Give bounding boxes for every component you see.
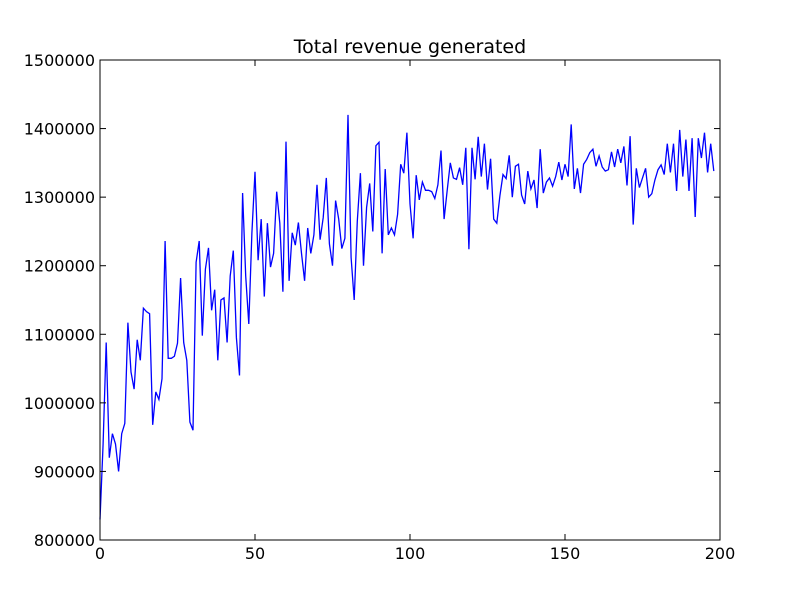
y-tick-label: 800000 [34, 531, 95, 550]
x-tick-label: 150 [550, 544, 581, 563]
y-tick-label: 900000 [34, 462, 95, 481]
series-line-0 [99, 114, 715, 520]
plot-area [99, 59, 721, 541]
chart-title: Total revenue generated [293, 36, 526, 58]
y-tick-label: 1300000 [24, 188, 95, 207]
x-tick-label: 200 [705, 544, 736, 563]
y-tick-label: 1500000 [24, 51, 95, 70]
y-tick-label: 1200000 [24, 257, 95, 276]
plot-background [100, 60, 720, 540]
x-tick-label: 50 [245, 544, 265, 563]
y-tick-label: 1000000 [24, 394, 95, 413]
y-tick-labels: 800000 900000 1000000 1100000 1200000 1300000… [24, 51, 95, 550]
y-tick-label: 1100000 [24, 325, 95, 344]
plot-frame [99, 59, 721, 541]
series-layer [99, 114, 715, 520]
x-tick-label: 0 [95, 544, 105, 563]
x-tick-labels: 0 50 100 150 200 [95, 544, 735, 563]
y-tick-label: 1400000 [24, 120, 95, 139]
x-tick-label: 100 [395, 544, 426, 563]
